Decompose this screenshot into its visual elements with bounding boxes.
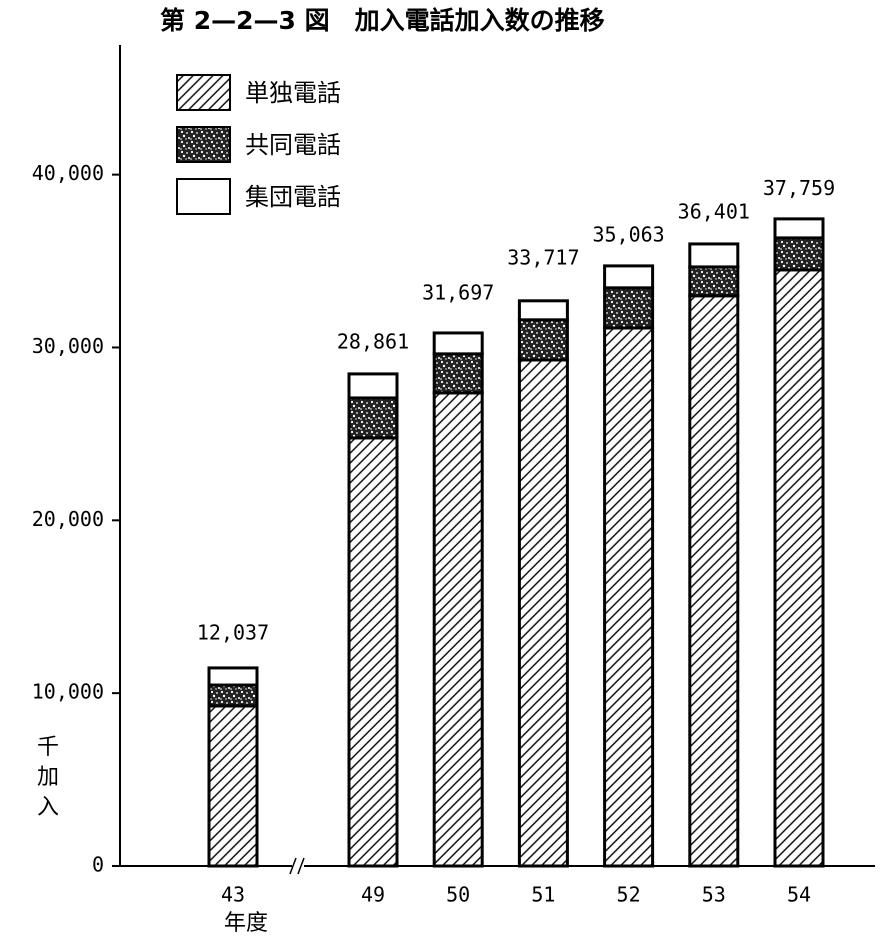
y-tick-label: 20,000 [32, 507, 104, 531]
x-tick-label: 53 [702, 883, 726, 907]
bar-segment [347, 372, 399, 400]
legend-label: 共同電話 [245, 131, 341, 159]
y-tick-label: 30,000 [32, 334, 104, 358]
bar-segment [603, 326, 655, 868]
bar-segment [347, 436, 399, 868]
chart-title: 第 2—2—3 図 加入電話加入数の推移 [160, 6, 605, 35]
x-tick-label: 52 [617, 883, 641, 907]
bar-segment [688, 265, 740, 298]
x-tick-label: 54 [787, 883, 811, 907]
y-tick-label: 0 [92, 853, 104, 877]
bar-segment [517, 299, 569, 322]
total-label: 36,401 [678, 199, 750, 223]
x-axis-label: 年度 [224, 911, 268, 936]
total-label: 35,063 [592, 222, 664, 246]
bar-segment [517, 318, 569, 362]
bar-segment [207, 666, 259, 687]
total-label: 37,759 [763, 176, 835, 200]
bar-segment [688, 242, 740, 269]
bar-segment [347, 396, 399, 440]
bar-segment [432, 391, 484, 868]
x-tick-label: 43 [221, 883, 245, 907]
y-tick-label: 10,000 [32, 680, 104, 704]
bar-segment [773, 268, 825, 868]
legend-swatch [176, 178, 231, 215]
total-label: 28,861 [337, 330, 409, 354]
total-label: 31,697 [422, 281, 494, 305]
legend-swatch [176, 126, 231, 163]
bar-segment [207, 704, 259, 868]
bar-segment [773, 236, 825, 272]
bar-segment [517, 358, 569, 868]
bar-segment [603, 286, 655, 330]
total-label: 33,717 [507, 246, 579, 270]
bar-segment [432, 352, 484, 395]
legend-label: 単独電話 [245, 79, 341, 107]
bar-segment [207, 683, 259, 708]
bar-segment [432, 331, 484, 356]
y-tick-label: 40,000 [32, 161, 104, 185]
total-label: 12,037 [197, 620, 269, 644]
bar-segment [688, 294, 740, 868]
x-tick-label: 51 [531, 883, 555, 907]
x-tick-label: 50 [446, 883, 470, 907]
axis-break [289, 857, 305, 875]
legend-swatch [176, 74, 231, 111]
legend-label: 集団電話 [245, 183, 341, 211]
y-axis-label: 千加入 [37, 735, 59, 820]
bar-segment [603, 264, 655, 290]
x-tick-label: 49 [361, 883, 385, 907]
bar-segment [773, 217, 825, 240]
